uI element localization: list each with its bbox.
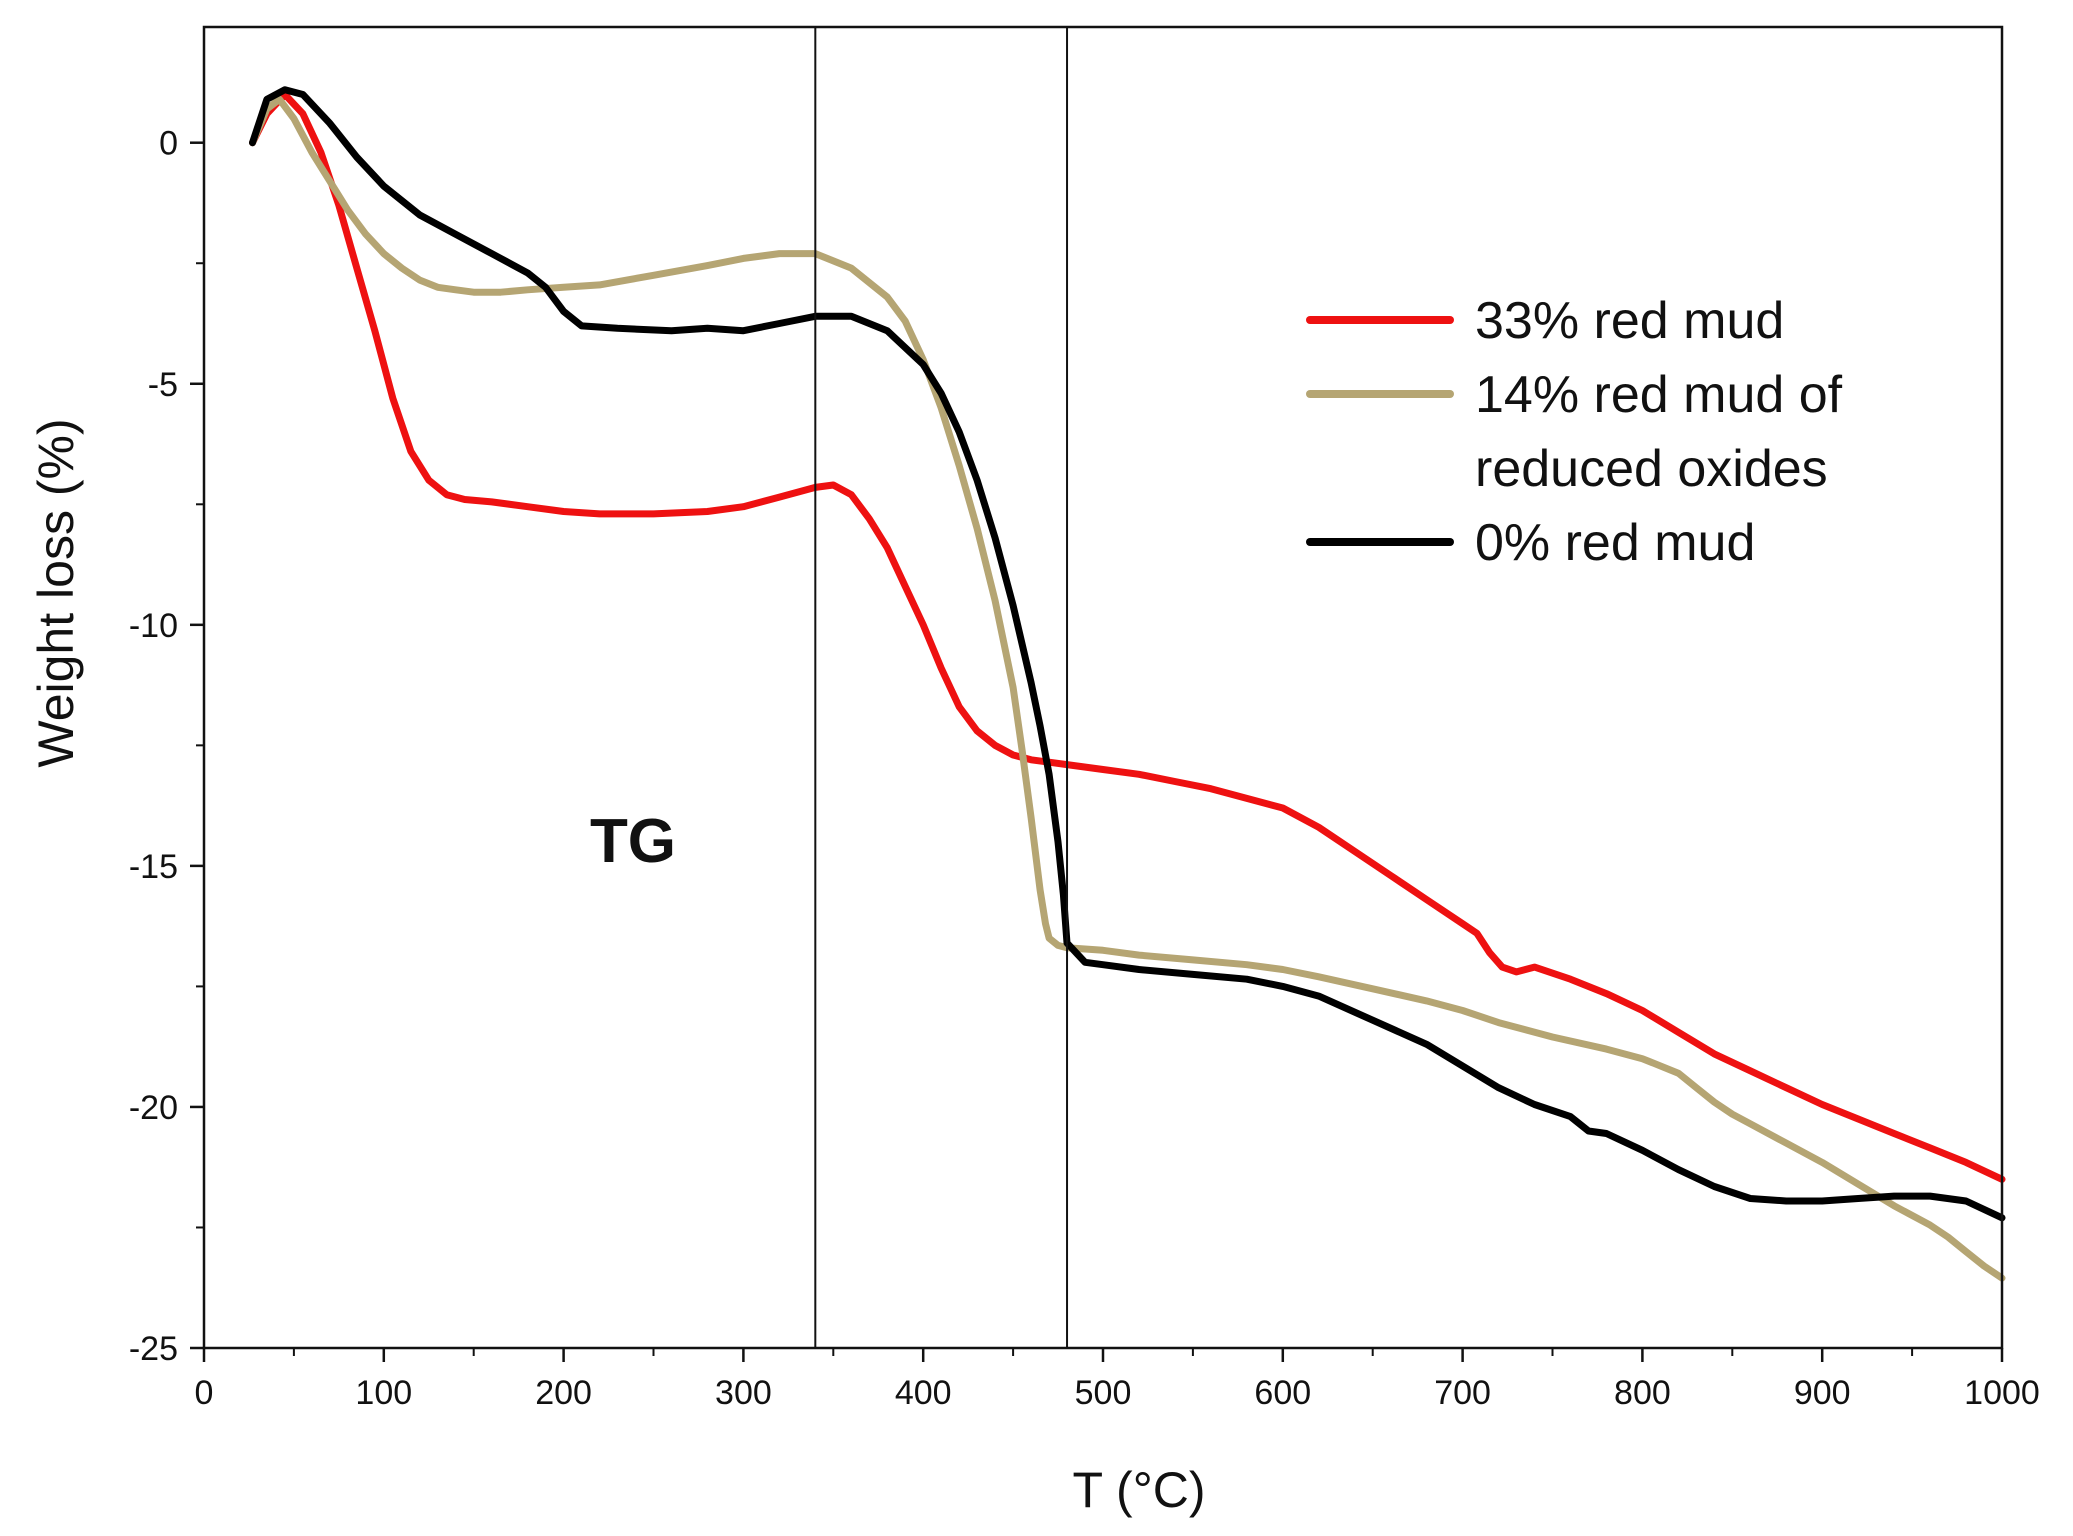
y-tick-label: -10 [129,607,178,645]
tg-annotation: TG [590,807,676,876]
legend: 33% red mud 14% red mud of reduced oxides… [1306,292,1843,572]
x-tick-label: 800 [1614,1374,1671,1412]
y-tick-label: -20 [129,1089,178,1127]
x-tick-label: 100 [355,1374,412,1412]
y-tick-label: -5 [148,366,178,404]
y-axis-title: Weight loss (%) [28,418,84,767]
x-tick-label: 500 [1075,1374,1132,1412]
series-line-2 [249,95,2006,1282]
x-tick-label: 1000 [1964,1374,2040,1412]
plot-frame [202,25,2004,1350]
x-tick-label: 600 [1254,1374,1311,1412]
series-layer [249,86,2006,1282]
x-tick-label: 300 [715,1374,772,1412]
x-tick-label: 0 [195,1374,214,1412]
legend-label-2: 14% red mud of [1475,366,1843,424]
y-tick-label: -25 [129,1330,178,1368]
x-tick-label: 700 [1434,1374,1491,1412]
axis-ticks: 0 100 200 300 400 500 600 700 800 900 1000 0 -5 -10 -1… [129,125,2040,1412]
x-axis-title: T (°C) [1073,1462,1206,1518]
series-line-3 [249,86,2006,1222]
x-tick-label: 900 [1794,1374,1851,1412]
x-tick-label: 400 [895,1374,952,1412]
y-tick-label: -15 [129,848,178,886]
y-tick-label: 0 [159,125,178,163]
legend-label-1: 33% red mud [1475,292,1784,350]
vertical-marker-lines [814,27,1069,1348]
legend-label-2: reduced oxides [1475,440,1828,498]
series-line-1 [249,91,2006,1183]
legend-label-3: 0% red mud [1475,514,1755,572]
x-tick-label: 200 [535,1374,592,1412]
